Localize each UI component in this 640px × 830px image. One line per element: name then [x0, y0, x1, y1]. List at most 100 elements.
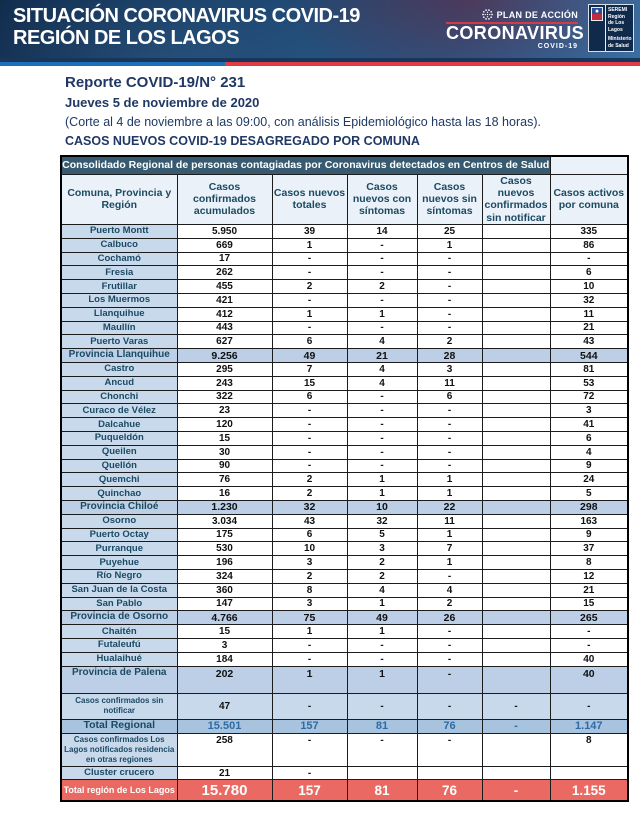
accent-strip	[0, 62, 640, 66]
cell: 262	[176, 265, 273, 281]
table-row: Curaco de Vélez 23- - -3	[60, 403, 629, 419]
cell: 49	[346, 610, 418, 626]
banner-title-line2: REGIÓN DE LOS LAGOS	[13, 27, 240, 49]
cell: 322	[176, 389, 273, 405]
table-title-spacer	[549, 155, 629, 175]
cell	[481, 472, 551, 488]
cell: 120	[176, 417, 273, 432]
cell: 1	[346, 486, 418, 501]
table-row: Casos confirmados sin notificar 47- - - - -	[60, 692, 629, 720]
table-row: Hualaihué 184- - -40	[60, 651, 629, 667]
cell: 76	[176, 472, 273, 488]
cell: 3	[176, 637, 273, 653]
cell: 4	[346, 375, 418, 391]
table-row: Total región de Los Lagos 15.780 157 81 76-1…	[60, 779, 629, 802]
cell: -	[416, 732, 483, 767]
cell: 4	[416, 582, 483, 598]
cell: 14	[346, 224, 418, 239]
cell	[481, 665, 551, 694]
table-row: Casos confirmados Los Lagos notificados …	[60, 732, 629, 767]
cell	[481, 582, 551, 598]
row-label: Ancud	[60, 375, 178, 391]
cell: 21	[176, 765, 273, 781]
cell: 3	[346, 541, 418, 557]
table-row: Provincia de Palena 202 1 1-40	[60, 665, 629, 694]
cell: -	[416, 692, 483, 720]
table-row: Purranque 530 10 3 7 37	[60, 541, 629, 557]
cell: 11	[416, 375, 483, 391]
plan-label: PLAN DE ACCIÓN	[496, 9, 578, 20]
row-label: Total región de Los Lagos	[60, 779, 178, 802]
banner: SITUACIÓN CORONAVIRUS COVID-19 REGIÓN DE…	[0, 0, 640, 58]
column-header-5: Casos nuevos confirmados sin notificar	[481, 173, 551, 225]
row-label: Puerto Octay	[60, 527, 178, 543]
cell: -	[271, 692, 348, 720]
cell	[481, 596, 551, 612]
cell	[481, 555, 551, 570]
table-row: Quemchi 76 2 1 1 24	[60, 472, 629, 488]
cell: 76	[416, 779, 483, 802]
cell: -	[481, 718, 551, 734]
cell: 15	[176, 430, 273, 446]
banner-navy-band	[0, 58, 640, 62]
cell: 669	[176, 237, 273, 253]
row-label: Provincia Llanquihue	[60, 348, 178, 363]
row-label: Chaitén	[60, 624, 178, 639]
table-row: Chaitén 15 1 1- -	[60, 624, 629, 639]
cell: -	[271, 651, 348, 667]
table-row: Futaleufú 3- - - -	[60, 637, 629, 653]
cell: -	[346, 251, 418, 267]
cell: 1	[271, 237, 348, 253]
cell: 21	[549, 582, 629, 598]
table-row: Puerto Montt 5.950 39 14 25 335	[60, 224, 629, 239]
cell: -	[549, 637, 629, 653]
table-row: Fresia 262- - -6	[60, 265, 629, 281]
cell: 298	[549, 499, 629, 515]
cell: -	[416, 417, 483, 432]
cell: 49	[271, 348, 348, 363]
cell: 15.780	[176, 779, 273, 802]
row-label: Cochamó	[60, 251, 178, 267]
column-header-0: Comuna, Provincia y Región	[60, 173, 178, 225]
table-row: Frutillar 455 2 2-10	[60, 279, 629, 294]
cell: -	[346, 430, 418, 446]
report-head: Reporte COVID-19/N° 231 Jueves 5 de novi…	[0, 66, 640, 148]
cell: 75	[271, 610, 348, 626]
cell: 5	[549, 486, 629, 501]
cell	[481, 637, 551, 653]
cell: -	[346, 732, 418, 767]
cell	[481, 375, 551, 391]
row-label: Osorno	[60, 513, 178, 529]
cell: -	[271, 637, 348, 653]
gov-line1: SEREMI	[608, 7, 628, 13]
cell: 1	[416, 472, 483, 488]
cell: -	[346, 389, 418, 405]
cell	[481, 237, 551, 253]
cell: 202	[176, 665, 273, 694]
row-label: Llanquihue	[60, 306, 178, 322]
cell: -	[271, 320, 348, 336]
row-label: Dalcahue	[60, 417, 178, 432]
table-row: Maullín 443- - -21	[60, 320, 629, 336]
cell	[481, 486, 551, 501]
table-row: Queilen 30- - -4	[60, 444, 629, 460]
cell	[481, 306, 551, 322]
cell: 43	[271, 513, 348, 529]
cell: -	[416, 444, 483, 460]
column-header-3: Casos nuevos con síntomas	[346, 173, 418, 225]
cell: 1	[416, 237, 483, 253]
cell: 1.155	[549, 779, 629, 802]
gobierno-logo: SEREMI Región de Los Lagos Ministerio de…	[588, 4, 634, 52]
cell	[481, 610, 551, 626]
cell: 2	[416, 596, 483, 612]
cell	[481, 292, 551, 308]
table-row: Chonchi 322 6-6 72	[60, 389, 629, 405]
cell	[481, 458, 551, 474]
cell	[346, 765, 418, 781]
row-label: Casos confirmados sin notificar	[60, 692, 178, 720]
row-label: Río Negro	[60, 568, 178, 584]
cell: -	[346, 265, 418, 281]
plan-sub: COVID-19	[537, 42, 578, 50]
row-label: Fresia	[60, 265, 178, 281]
row-label: Purranque	[60, 541, 178, 557]
